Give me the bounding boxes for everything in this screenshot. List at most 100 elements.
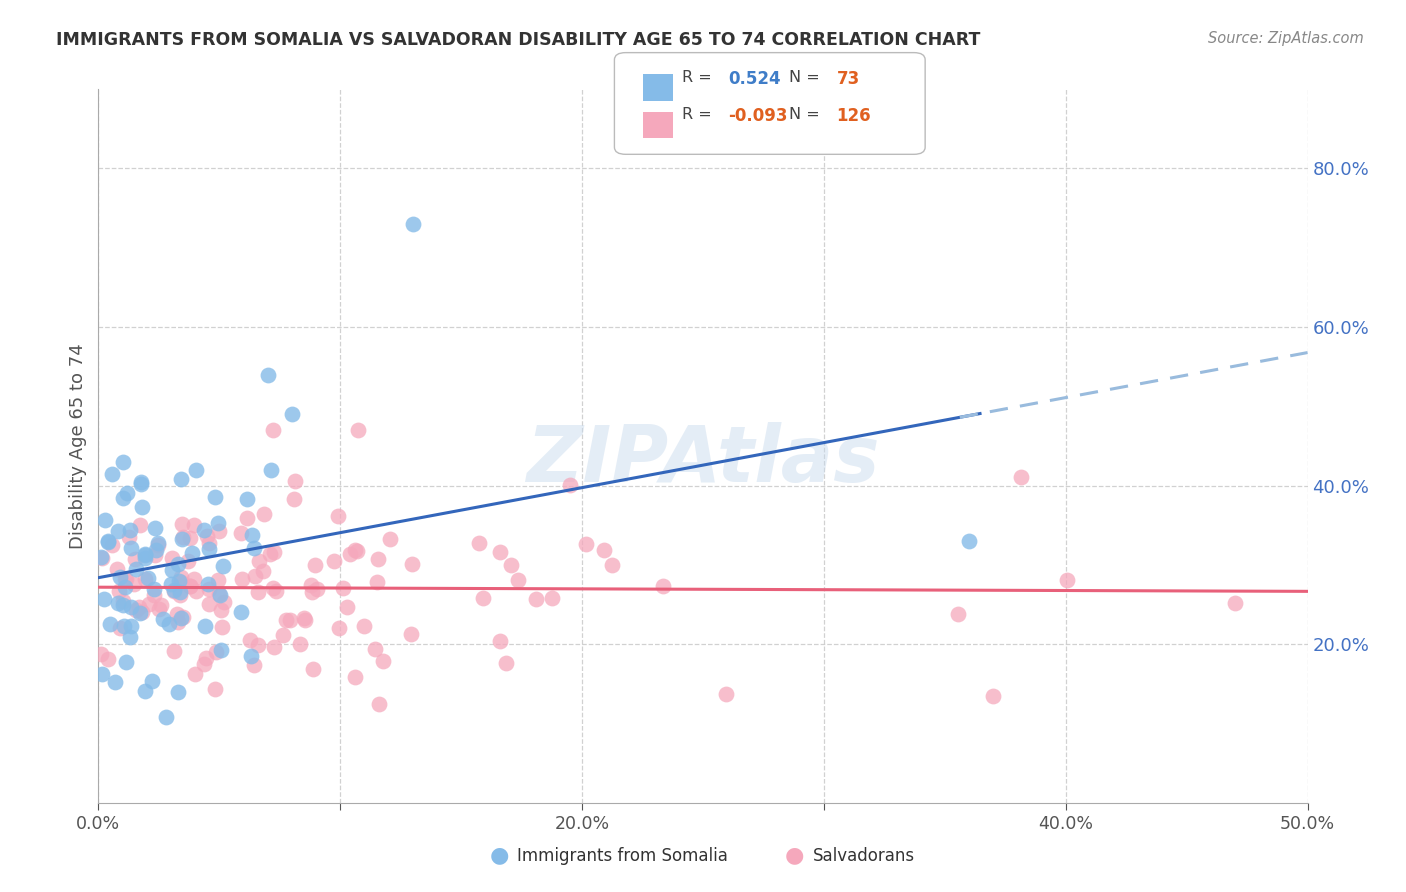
- Point: [401, 627, 423, 641]
- Point: [170, 610, 193, 624]
- Point: [138, 597, 160, 611]
- Point: [371, 654, 394, 668]
- Point: [97, 651, 120, 665]
- Point: [169, 584, 191, 599]
- Point: [159, 577, 181, 591]
- Point: [129, 517, 152, 532]
- Point: [558, 477, 581, 491]
- Point: [292, 611, 315, 625]
- Point: [304, 558, 326, 572]
- Point: [575, 537, 598, 551]
- Text: ●: ●: [785, 846, 804, 865]
- Point: [243, 541, 266, 555]
- Point: [167, 574, 190, 588]
- Point: [115, 655, 138, 669]
- Point: [328, 621, 350, 635]
- Point: [131, 605, 153, 619]
- Point: [96, 534, 118, 549]
- Point: [177, 553, 200, 567]
- Point: [170, 472, 193, 486]
- Point: [172, 530, 194, 544]
- Point: [98, 617, 121, 632]
- Point: [170, 574, 193, 589]
- Point: [111, 594, 134, 608]
- Point: [148, 602, 170, 616]
- Point: [105, 562, 128, 576]
- Point: [983, 689, 1005, 703]
- Point: [167, 557, 190, 571]
- Point: [204, 682, 226, 697]
- Point: [129, 476, 152, 491]
- Point: [195, 529, 218, 543]
- Point: [347, 423, 370, 437]
- Text: ●: ●: [489, 846, 509, 865]
- Point: [262, 581, 284, 595]
- Point: [160, 563, 183, 577]
- Point: [651, 579, 673, 593]
- Point: [252, 507, 274, 521]
- Point: [169, 588, 191, 602]
- Point: [167, 685, 190, 699]
- Point: [211, 620, 233, 634]
- Point: [134, 547, 156, 561]
- Point: [264, 583, 287, 598]
- Point: [263, 640, 285, 654]
- Point: [252, 564, 274, 578]
- Point: [183, 666, 205, 681]
- Point: [246, 585, 269, 599]
- Point: [162, 583, 184, 598]
- Point: [143, 588, 166, 602]
- Point: [346, 543, 368, 558]
- Point: [163, 644, 186, 658]
- Point: [128, 599, 150, 614]
- Point: [143, 548, 166, 562]
- Y-axis label: Disability Age 65 to 74: Disability Age 65 to 74: [69, 343, 87, 549]
- Point: [94, 513, 117, 527]
- Point: [343, 543, 366, 558]
- Point: [141, 673, 163, 688]
- Point: [198, 536, 221, 550]
- Point: [336, 599, 359, 614]
- Point: [107, 524, 129, 538]
- Point: [180, 546, 202, 560]
- Text: 0.524: 0.524: [728, 70, 780, 87]
- Point: [540, 591, 562, 605]
- Point: [111, 598, 134, 612]
- Point: [134, 684, 156, 698]
- Point: [468, 535, 491, 549]
- Point: [592, 542, 614, 557]
- Point: [112, 619, 135, 633]
- Point: [205, 645, 228, 659]
- Point: [236, 491, 259, 506]
- Point: [91, 551, 114, 566]
- Point: [402, 217, 425, 231]
- Point: [107, 596, 129, 610]
- Point: [134, 572, 156, 586]
- Point: [229, 605, 252, 619]
- Point: [302, 663, 325, 677]
- Point: [100, 467, 122, 482]
- Point: [948, 607, 970, 622]
- Point: [243, 569, 266, 583]
- Point: [108, 584, 131, 599]
- Point: [1056, 573, 1078, 587]
- Point: [273, 628, 295, 642]
- Point: [260, 462, 283, 476]
- Point: [378, 532, 401, 546]
- Text: 126: 126: [837, 107, 872, 125]
- Point: [235, 511, 257, 525]
- Point: [117, 485, 139, 500]
- Point: [155, 710, 177, 724]
- Point: [239, 632, 262, 647]
- Text: Source: ZipAtlas.com: Source: ZipAtlas.com: [1208, 31, 1364, 46]
- Point: [118, 530, 141, 544]
- Point: [281, 407, 304, 421]
- Point: [194, 619, 217, 633]
- Point: [166, 615, 188, 629]
- Point: [112, 455, 135, 469]
- Text: IMMIGRANTS FROM SOMALIA VS SALVADORAN DISABILITY AGE 65 TO 74 CORRELATION CHART: IMMIGRANTS FROM SOMALIA VS SALVADORAN DI…: [56, 31, 980, 49]
- Point: [243, 658, 266, 673]
- Point: [114, 580, 136, 594]
- Point: [193, 657, 215, 671]
- Point: [152, 612, 174, 626]
